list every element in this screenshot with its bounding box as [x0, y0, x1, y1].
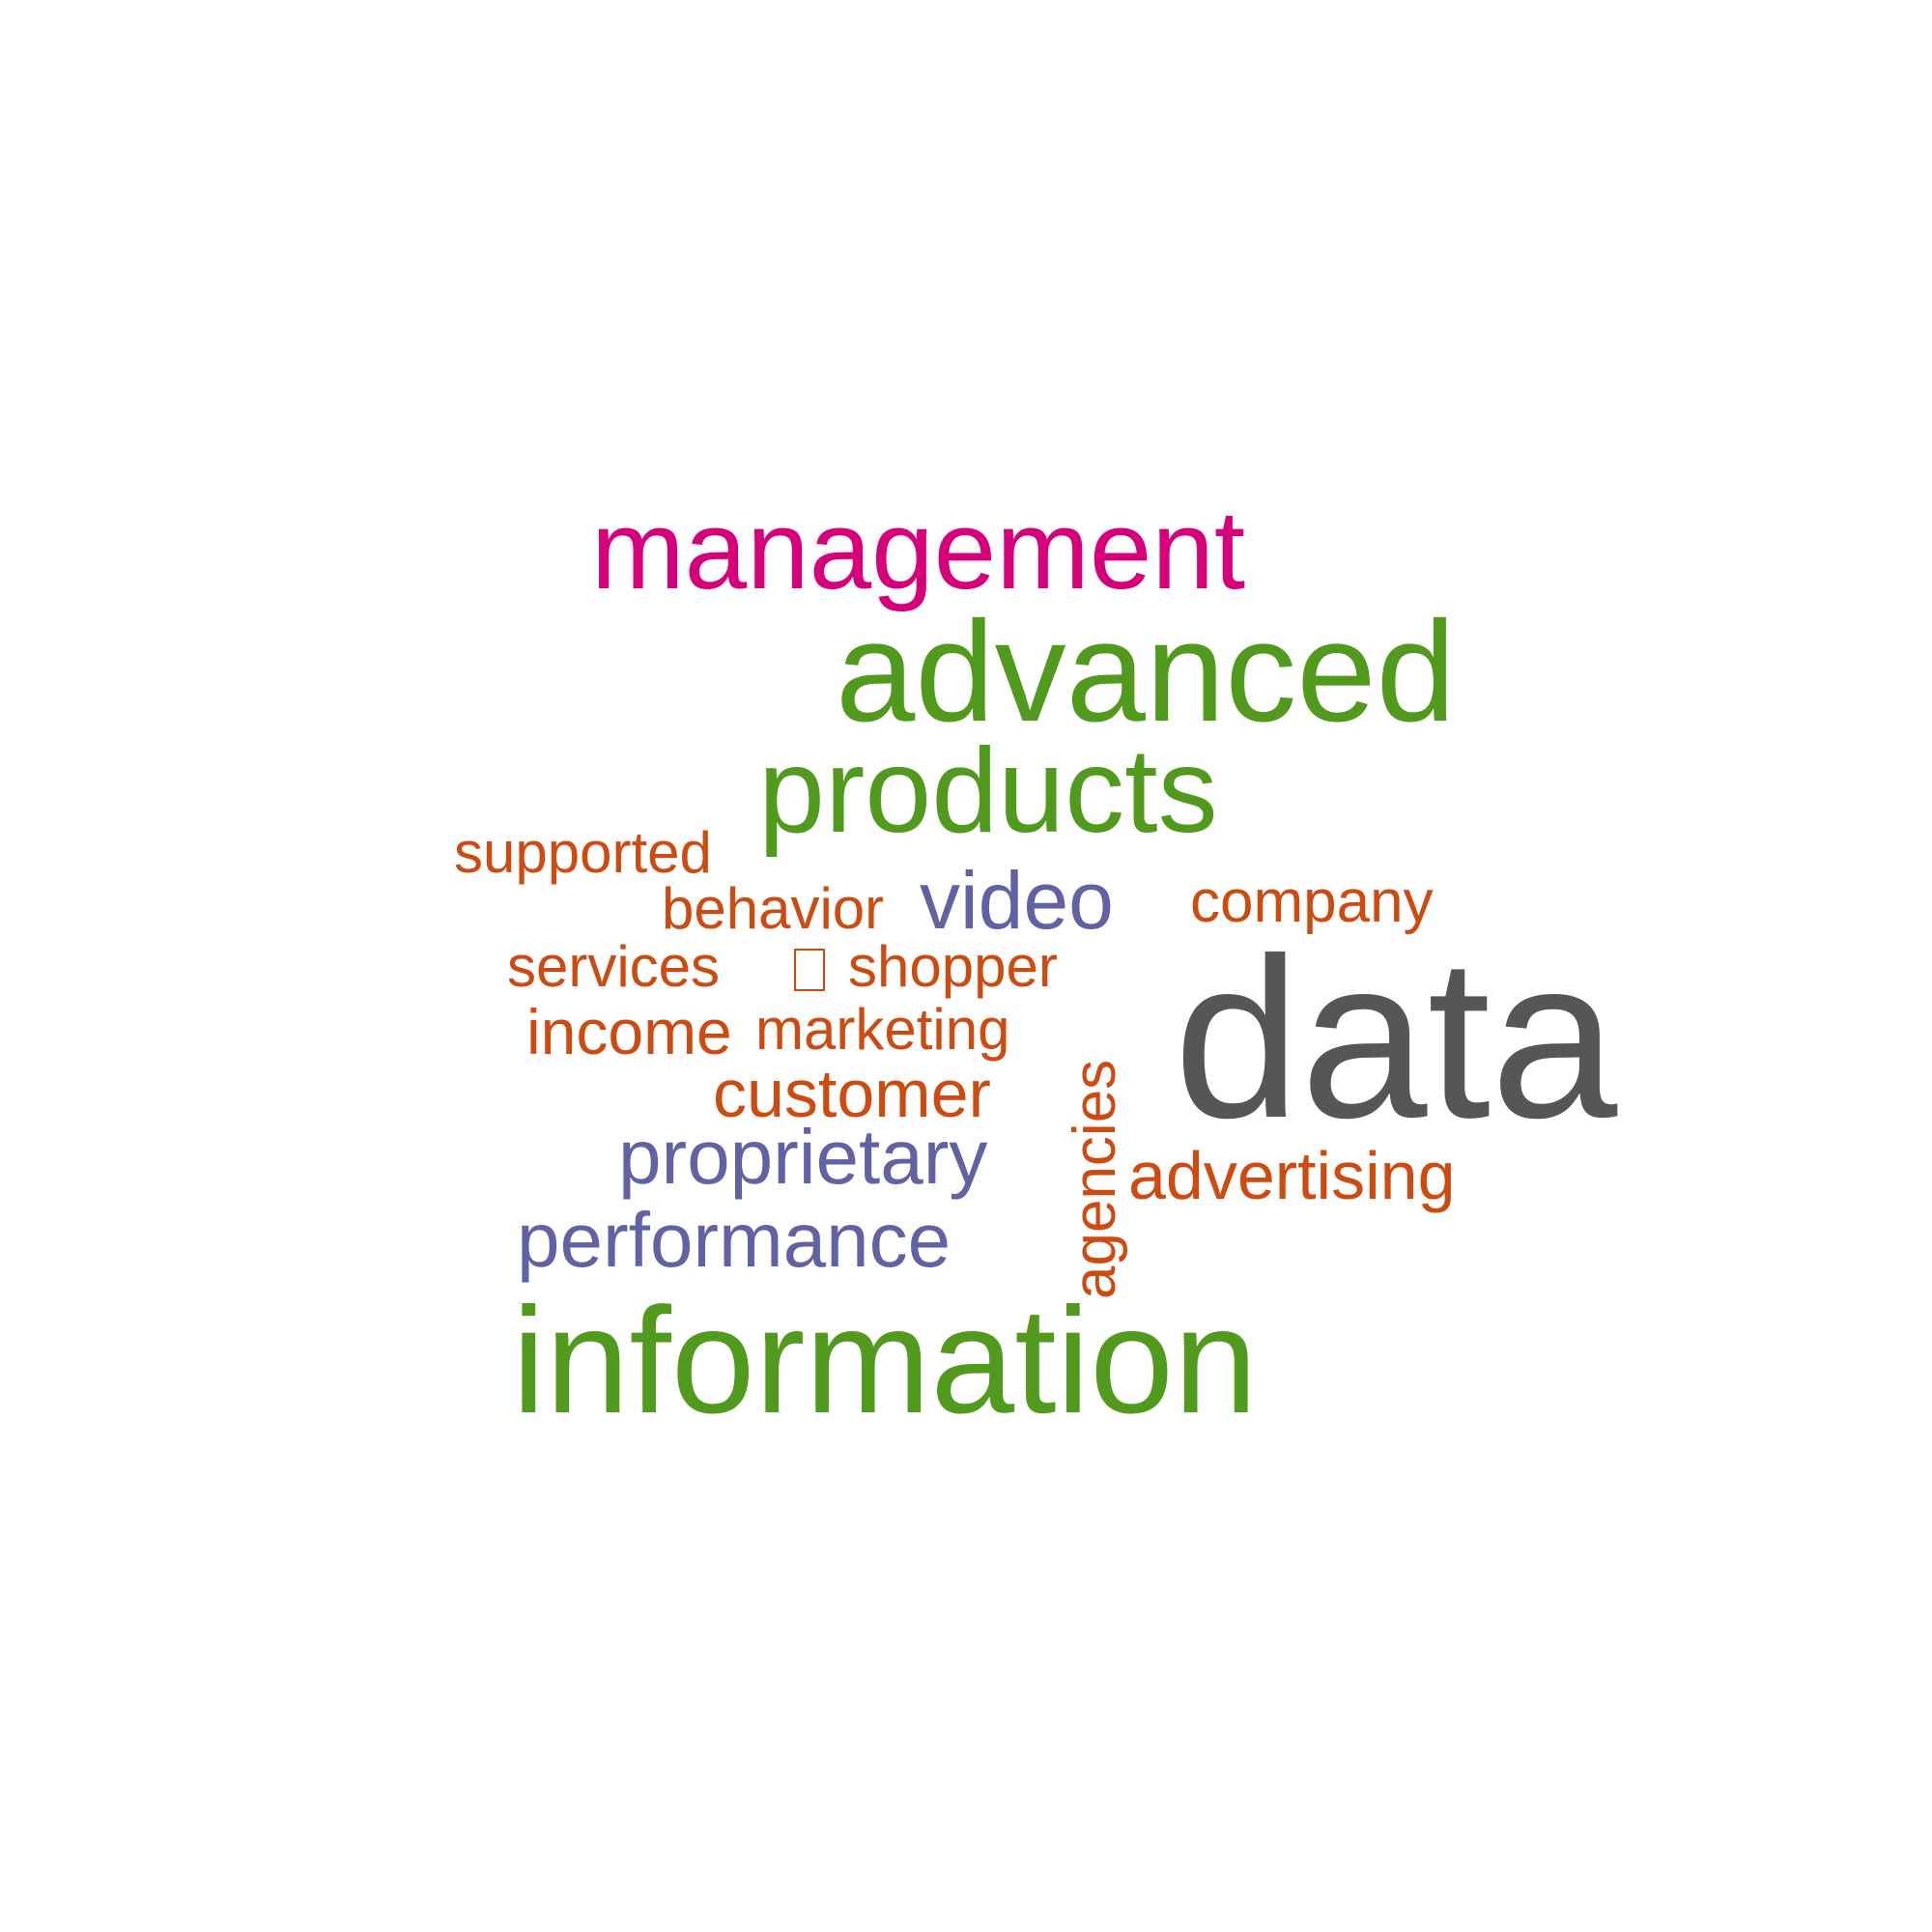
- word-shopper: shopper: [848, 933, 1058, 999]
- word-customer: customer: [713, 1055, 991, 1131]
- word-management: management: [591, 487, 1246, 613]
- word-services: services: [507, 933, 721, 999]
- word-data: data: [1174, 910, 1618, 1166]
- word-behavior: behavior: [662, 875, 885, 941]
- word-supported: supported: [454, 819, 712, 885]
- word-performance: performance: [517, 1197, 952, 1284]
- word-advertising: advertising: [1128, 1137, 1456, 1213]
- word-marketing: marketing: [755, 996, 1010, 1062]
- word-video: video: [920, 854, 1114, 946]
- word-company: company: [1190, 867, 1434, 935]
- word-products: products: [758, 724, 1218, 859]
- word-advanced: advanced: [836, 592, 1456, 753]
- word-agencies: agencies: [1062, 1059, 1128, 1299]
- word-proprietary: proprietary: [618, 1114, 988, 1201]
- missing-glyph-box: [794, 949, 825, 991]
- word-information: information: [512, 1277, 1258, 1446]
- word-income: income: [526, 996, 732, 1068]
